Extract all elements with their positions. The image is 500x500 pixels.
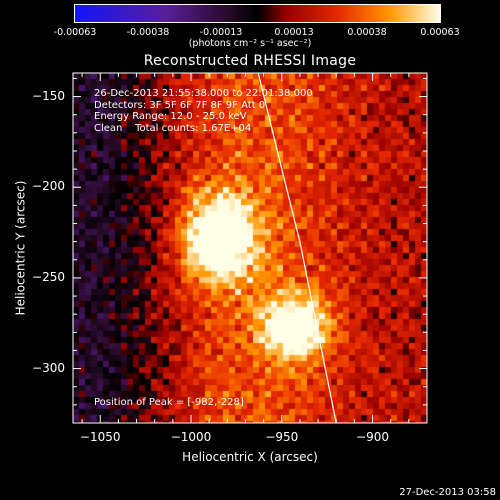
x-tick-label: −950 — [265, 430, 299, 444]
y-tick-label: −200 — [32, 179, 65, 194]
colorbar-tick-label: 0.00013 — [274, 27, 314, 38]
annotation-energy-range: Energy Range: 12.0 - 25.0 keV — [94, 111, 247, 122]
y-axis-label: Heliocentric Y (arcsec) — [12, 180, 27, 316]
plot-frame — [72, 72, 428, 424]
y-tick-label: −250 — [32, 269, 65, 284]
solar-limb-line — [257, 72, 337, 424]
colorbar — [74, 4, 441, 23]
x-axis-label: Heliocentric X (arcsec) — [182, 450, 318, 464]
annotation-time-range: 26-Dec-2013 21:55:38.000 to 22:01:38.000 — [94, 88, 313, 99]
x-tick-label: −1000 — [170, 430, 212, 444]
colorbar-tick-label: 0.00063 — [420, 27, 460, 38]
annotation-block: 26-Dec-2013 21:55:38.000 to 22:01:38.000… — [94, 88, 313, 134]
x-tick-label: −900 — [356, 430, 390, 444]
colorbar-tick-label: 0.00038 — [347, 27, 387, 38]
x-tick-label: −1050 — [79, 430, 121, 444]
annotation-peak-position: Position of Peak = [-982,-228] — [94, 397, 244, 408]
y-tick-label: −150 — [32, 88, 65, 103]
colorbar-tick-label: -0.00063 — [53, 27, 97, 38]
chart-title: Reconstructed RHESSI Image — [143, 53, 357, 69]
y-tick-label: −300 — [32, 360, 65, 375]
colorbar-tick-label: -0.00013 — [199, 27, 243, 38]
colorbar-tick-label: -0.00038 — [126, 27, 170, 38]
annotation-detectors: Detectors: 3F 5F 6F 7F 8F 9F Att 0 — [94, 99, 266, 111]
annotation-clean-counts: Clean Total counts: 1.67E+04 — [94, 122, 252, 134]
colorbar-unit-label: (photons cm⁻² s⁻¹ asec⁻²) — [188, 38, 312, 49]
heatmap-image — [73, 73, 427, 423]
timestamp: 27-Dec-2013 03:58 — [399, 487, 496, 498]
